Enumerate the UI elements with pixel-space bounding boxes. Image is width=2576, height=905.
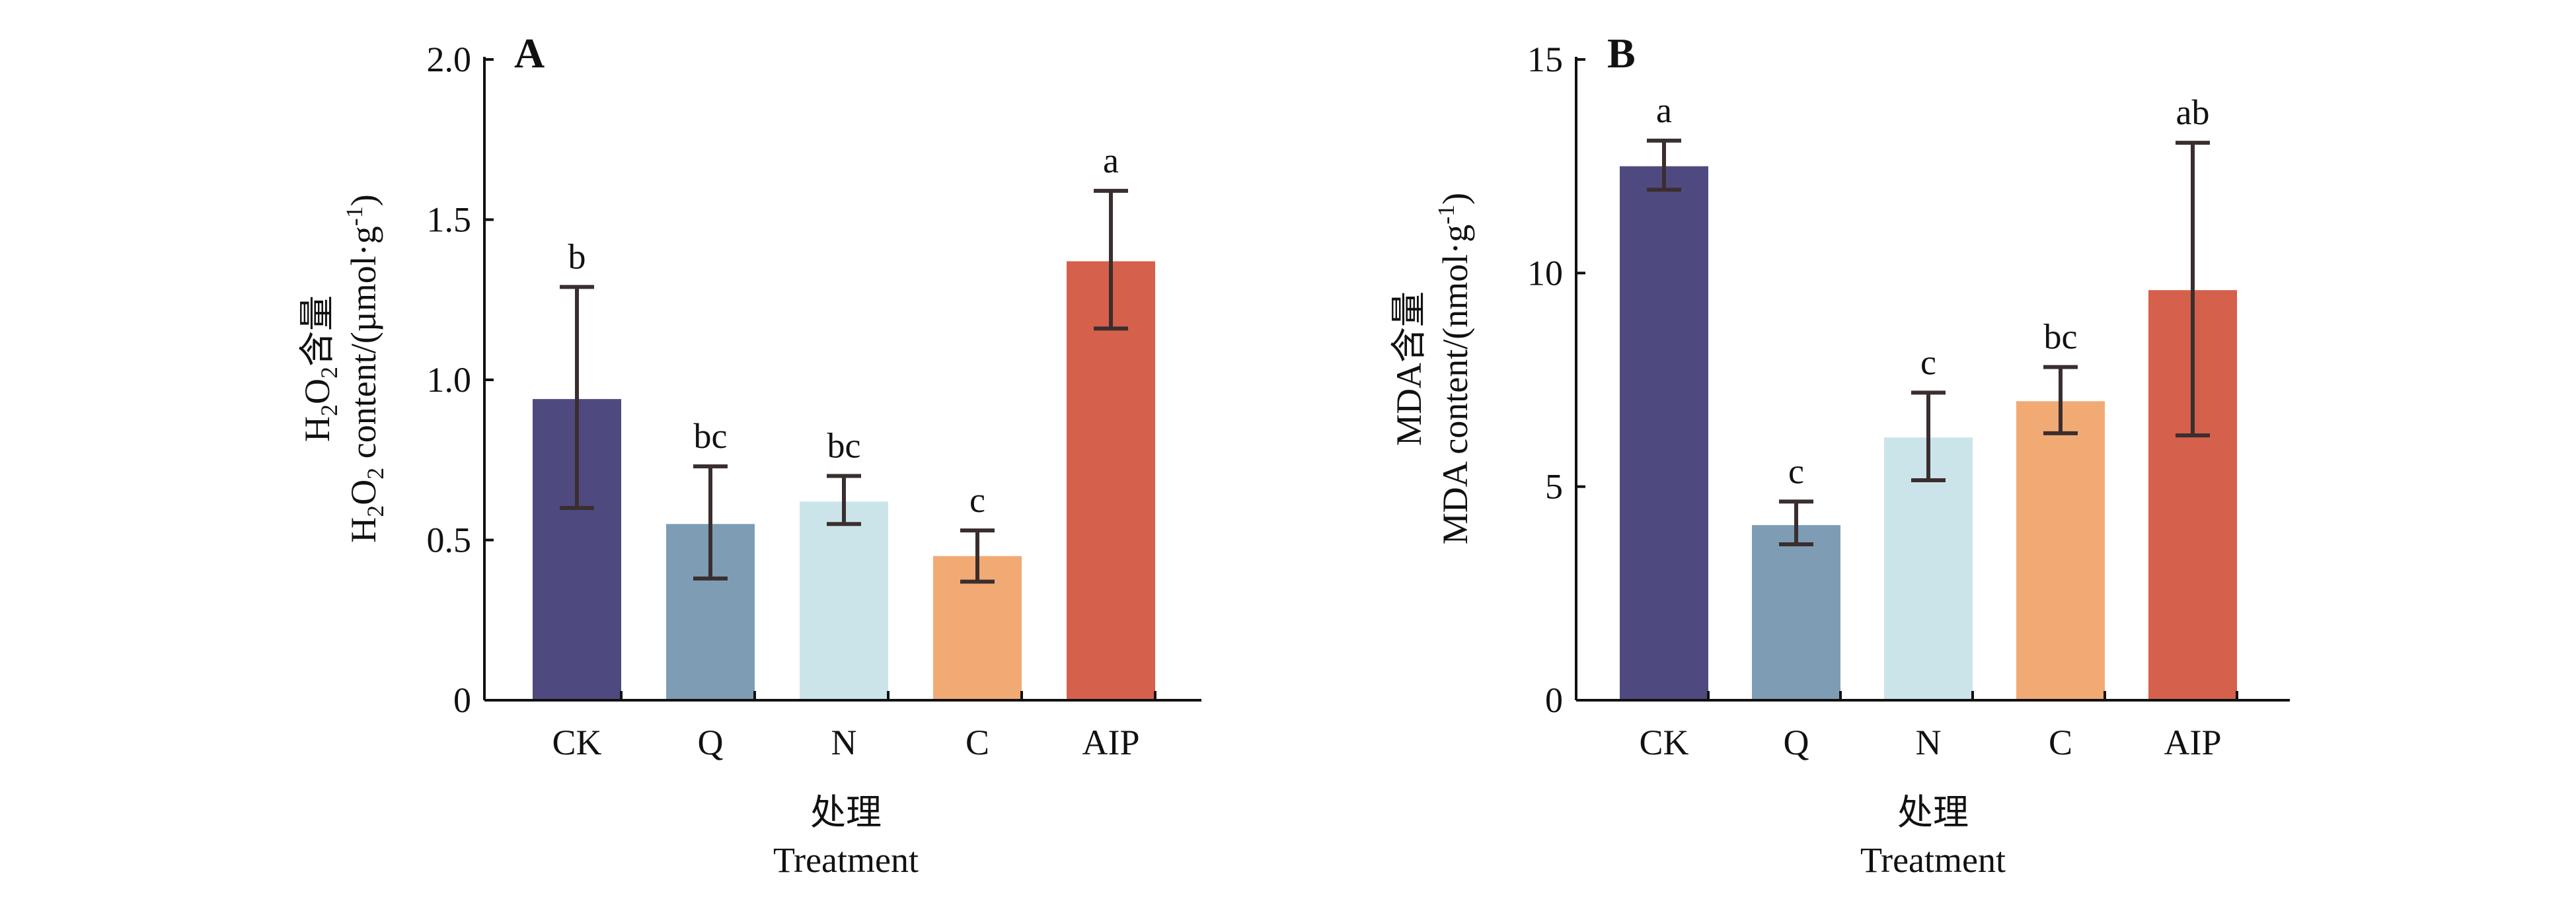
panel-a-xtick-label-c: C	[966, 723, 989, 762]
panel-b-xtick-label-n: N	[1916, 723, 1942, 762]
panel-b-error-bar-q	[1779, 499, 1813, 546]
panel-b-error-bar-n	[1911, 390, 1946, 482]
panel-a-ytick-label: 0.5	[427, 521, 472, 560]
panel-b-letter: B	[1607, 30, 1636, 77]
panel-a-significance-q: bc	[694, 416, 728, 456]
panel-a-ytick-label: 1.0	[427, 360, 472, 400]
panel-b-ytick-label: 15	[1527, 40, 1563, 79]
panel-b-xtick-label-aip: AIP	[2164, 723, 2221, 762]
panel-b-ytick-label: 5	[1545, 467, 1563, 507]
panel-a-error-bar-aip	[1094, 188, 1128, 331]
panel-b-significance-c: bc	[2044, 317, 2078, 357]
panel-b-chart: B MDA含量 MDA content/(nmol·g-1) 处理 Treatm…	[1389, 30, 2290, 880]
panel-a-plot-area: b bc bc c a 0 0.5 1.0 1.5 2.0 CK Q N C AIP	[427, 40, 1201, 762]
panel-a-significance-ck: b	[568, 236, 586, 276]
panel-b-error-bar-c	[2043, 365, 2078, 435]
panel-b-error-bar-aip	[2176, 141, 2210, 438]
panel-a-xlabel-line1: 处理	[810, 793, 882, 832]
panel-a-ytick-label: 1.5	[427, 200, 472, 240]
panel-b-ylabel-line1: MDA含量	[1389, 291, 1429, 446]
panel-b-significance-n: c	[1920, 342, 1936, 382]
panel-b-bar-c	[2016, 401, 2105, 700]
panel-a-significance-n: bc	[827, 426, 861, 466]
panel-a-error-bar-ck	[560, 285, 594, 510]
panel-a-xtick-label-n: N	[831, 723, 857, 762]
panel-b-xtick-label-c: C	[2049, 723, 2072, 762]
panel-b-bar-ck	[1620, 166, 1708, 700]
panel-a-xtick-label-q: Q	[698, 723, 724, 762]
panel-a-bar-aip	[1067, 261, 1155, 700]
panel-b-ytick-label: 0	[1545, 680, 1563, 720]
panel-a-ytick-label: 2.0	[427, 40, 472, 79]
panel-a-ylabel-line2: H2O2 content/(µmol·g-1)	[341, 194, 389, 543]
panel-a-ytick-label: 0	[453, 680, 471, 720]
panel-a-bar-n	[800, 501, 888, 700]
panel-b-plot-area: a c c bc ab 0 5 10 15 CK Q N C AIP	[1527, 40, 2290, 762]
panel-a-xtick-label-ck: CK	[552, 723, 601, 762]
panel-b-significance-ck: a	[1656, 90, 1672, 130]
panel-a-error-bar-n	[827, 474, 861, 526]
panel-a-significance-aip: a	[1103, 141, 1119, 180]
panel-b-ylabel-line2: MDA content/(nmol·g-1)	[1433, 193, 1475, 544]
panel-a-y-axis-title: H2O2含量 H2O2 content/(µmol·g-1)	[297, 194, 389, 543]
panel-b-ytick-label: 10	[1527, 253, 1563, 293]
panel-b-bar-q	[1752, 525, 1840, 700]
panel-b-error-bar-ck	[1647, 138, 1681, 192]
panel-b-y-axis-title: MDA含量 MDA content/(nmol·g-1)	[1389, 193, 1475, 544]
panel-b-significance-aip: ab	[2176, 92, 2210, 132]
panel-b-xtick-label-ck: CK	[1639, 723, 1688, 762]
panel-b-xlabel-line2: Treatment	[1860, 840, 2006, 880]
panel-a-chart: A H2O2含量 H2O2 content/(µmol·g-1) 处理 Trea…	[297, 30, 1201, 880]
panel-a-ylabel-line1: H2O2含量	[297, 295, 342, 442]
panel-a-error-bar-c	[960, 528, 995, 584]
panel-a-significance-c: c	[969, 480, 985, 520]
panel-a-letter: A	[514, 30, 545, 77]
panel-b-xlabel-line1: 处理	[1897, 793, 1969, 832]
panel-b-xtick-label-q: Q	[1784, 723, 1809, 762]
panel-a-xtick-label-aip: AIP	[1082, 723, 1139, 762]
panel-a-xlabel-line2: Treatment	[773, 840, 919, 880]
panel-b-significance-q: c	[1788, 451, 1804, 491]
panel-a-error-bar-q	[693, 464, 728, 581]
